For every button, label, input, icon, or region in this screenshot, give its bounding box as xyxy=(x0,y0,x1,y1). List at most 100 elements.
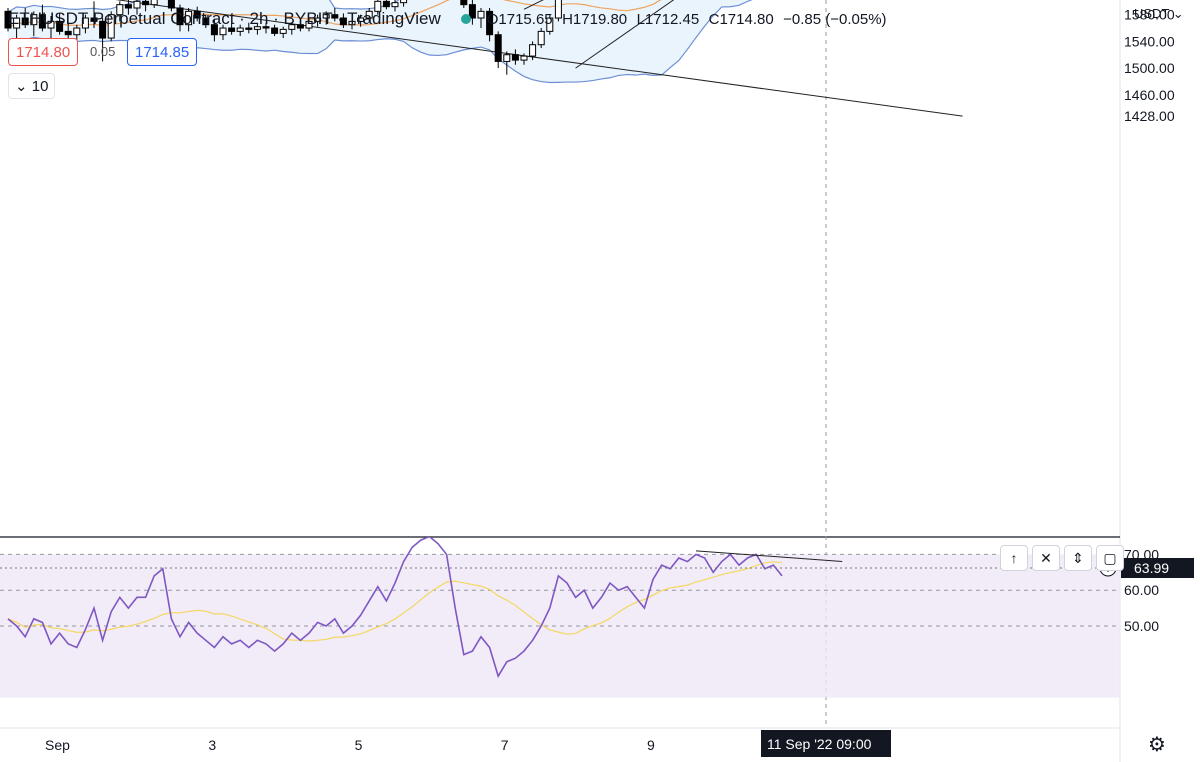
candle xyxy=(374,0,382,15)
candle-body xyxy=(262,26,270,29)
trend-line-2[interactable] xyxy=(575,0,877,69)
ohlc-low: L1712.45 xyxy=(636,10,700,28)
candle-body xyxy=(107,14,115,39)
candle xyxy=(391,0,399,12)
candle xyxy=(202,14,210,29)
candle xyxy=(520,53,528,65)
time-tick-label: Sep xyxy=(45,737,70,753)
candle-body xyxy=(271,27,279,34)
candle xyxy=(219,24,227,41)
candle xyxy=(322,11,330,25)
candle xyxy=(124,0,132,15)
market-open-dot-icon xyxy=(460,14,471,24)
candle xyxy=(400,0,408,7)
candle-body xyxy=(400,0,408,4)
quantity-value: 10 xyxy=(31,77,49,95)
candle xyxy=(185,7,193,32)
candle xyxy=(99,18,107,62)
candle xyxy=(305,18,313,32)
candle-body xyxy=(477,10,485,19)
candle-body xyxy=(314,17,322,22)
candle xyxy=(210,20,218,42)
candle-body xyxy=(73,27,81,36)
candle-body xyxy=(21,17,29,26)
candle xyxy=(546,14,554,35)
candle xyxy=(30,11,38,37)
chart-header: ETHUSDT Perpetual Contract · 2h · BYBIT … xyxy=(0,0,887,38)
candle-body xyxy=(193,10,201,19)
gear-icon[interactable]: ⚙ xyxy=(1148,734,1166,756)
rsi-divergence-line[interactable] xyxy=(695,550,843,563)
candle xyxy=(253,24,261,35)
candle-body xyxy=(391,2,399,8)
candle-body xyxy=(357,17,365,22)
candle-body xyxy=(245,27,253,30)
ohlc-open: O1715.65 xyxy=(486,10,553,28)
candle xyxy=(47,16,55,39)
time-tick-label: 9 xyxy=(647,737,655,753)
price-tick-label: 1580.00 xyxy=(1124,7,1175,23)
symbol-title[interactable]: ETHUSDT Perpetual Contract · 2h · BYBIT … xyxy=(8,9,441,28)
candle-body xyxy=(253,26,261,30)
candle-body xyxy=(382,0,390,8)
candle xyxy=(494,31,502,69)
candle-body xyxy=(494,34,502,62)
candle xyxy=(477,7,485,29)
crosshair-time-tag xyxy=(761,730,891,757)
price-tick-label: 1460.00 xyxy=(1124,87,1175,103)
candle-body xyxy=(529,44,537,57)
candle xyxy=(348,18,356,30)
candle-body xyxy=(339,17,347,26)
candle xyxy=(486,7,494,42)
candle-body xyxy=(64,30,72,36)
ohlc-change: −0.85 (−0.05%) xyxy=(783,10,887,28)
candle xyxy=(331,7,339,22)
rsi-level-label: 60.00 xyxy=(1124,582,1159,598)
time-tick-label: 7 xyxy=(501,737,509,753)
chevron-down-icon: ⌄ xyxy=(1172,6,1184,21)
candle-body xyxy=(142,0,150,6)
candle xyxy=(4,7,12,32)
candle-body xyxy=(503,54,511,62)
spread-value: 0.05 xyxy=(90,43,116,59)
candle-body xyxy=(133,0,141,9)
rsi-current-label: 63.99 xyxy=(1134,560,1169,576)
candle xyxy=(262,22,270,34)
move-up-icon[interactable]: ↑ xyxy=(1000,545,1028,571)
candle-body xyxy=(13,17,21,29)
candle xyxy=(339,13,347,29)
candle xyxy=(296,20,304,32)
candle xyxy=(107,11,115,42)
maximize-icon[interactable]: ▢ xyxy=(1096,545,1124,571)
candle xyxy=(38,4,46,32)
candle xyxy=(90,1,98,29)
candle xyxy=(81,14,89,34)
close-icon[interactable]: ✕ xyxy=(1032,545,1060,571)
candle-body xyxy=(236,27,244,32)
rsi-level-label: 50.00 xyxy=(1124,618,1159,634)
sell-button[interactable]: 1714.80 xyxy=(8,38,79,66)
candle-body xyxy=(296,24,304,29)
time-tick-label: 3 xyxy=(208,737,216,753)
chevron-down-icon: ⌄ xyxy=(15,78,28,95)
candle-body xyxy=(546,17,554,32)
quantity-selector[interactable]: ⌄ 10 xyxy=(8,73,56,99)
candle-body xyxy=(150,0,158,6)
candle xyxy=(236,24,244,37)
candle-body xyxy=(460,0,468,6)
candle xyxy=(382,0,390,10)
pane-controls: ↑ ✕ ⇕ ▢ xyxy=(1000,545,1124,571)
candle-body xyxy=(537,30,545,46)
buy-button[interactable]: 1714.85 xyxy=(127,38,198,66)
crosshair-time-label: 11 Sep '22 09:00 xyxy=(767,736,872,752)
candle xyxy=(150,0,158,8)
candle xyxy=(56,13,64,35)
collapse-icon[interactable]: ⇕ xyxy=(1064,545,1092,571)
candle xyxy=(314,14,322,27)
candle-body xyxy=(99,20,107,39)
currency-selector[interactable]: USDT ⌄ xyxy=(1134,6,1184,22)
candle-body xyxy=(331,14,339,19)
candle xyxy=(271,24,279,37)
candle-body xyxy=(210,24,218,36)
